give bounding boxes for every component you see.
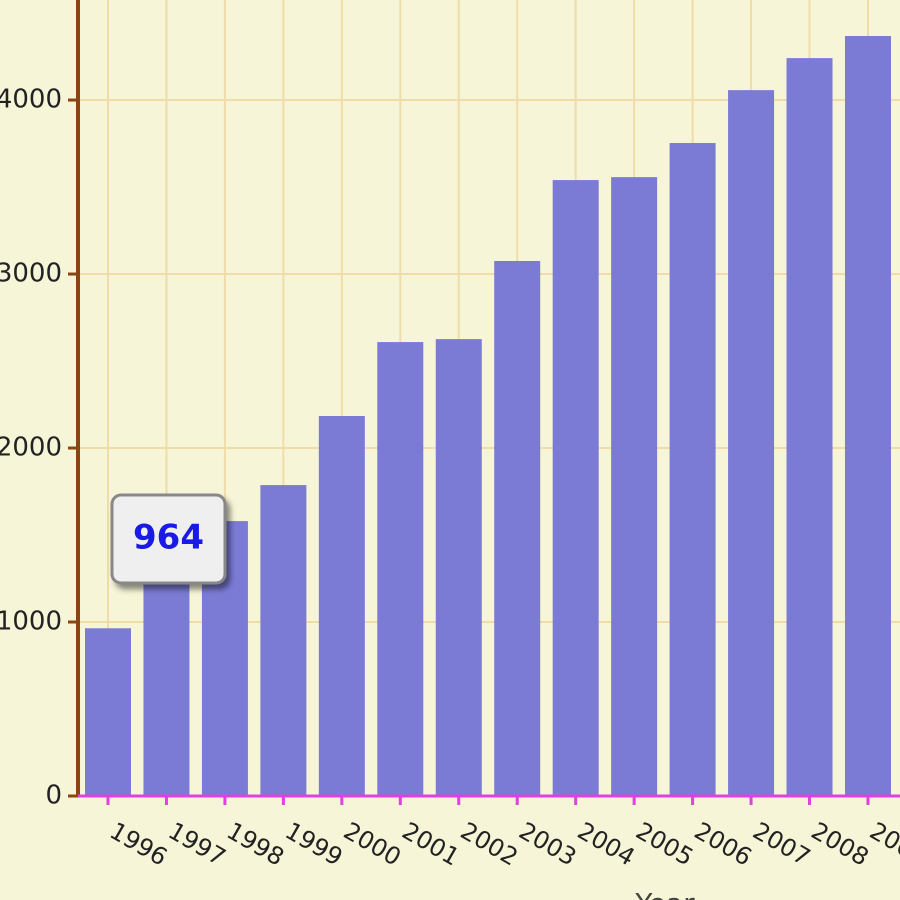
bars (85, 36, 891, 797)
y-tick-label: 1000 (0, 607, 62, 637)
y-tick-label: 3000 (0, 259, 62, 289)
bar (377, 342, 424, 796)
bar (728, 90, 775, 796)
y-tick-label: 2000 (0, 433, 62, 463)
bar (260, 485, 307, 796)
bar (669, 143, 716, 796)
bar (435, 339, 482, 796)
y-tick-label: 0 (45, 781, 62, 811)
tooltip-value: 964 (133, 518, 204, 558)
bar (143, 581, 190, 796)
bar (786, 58, 833, 796)
tooltip-box (110, 493, 227, 585)
bar (611, 177, 658, 797)
x-axis-title: Year (634, 887, 695, 900)
bar (552, 180, 599, 797)
bar (494, 260, 541, 796)
bar (844, 36, 891, 796)
y-tick-label: 4000 (0, 85, 62, 115)
tooltip: 964 (110, 493, 227, 585)
bar (318, 416, 365, 796)
bar (85, 628, 131, 796)
